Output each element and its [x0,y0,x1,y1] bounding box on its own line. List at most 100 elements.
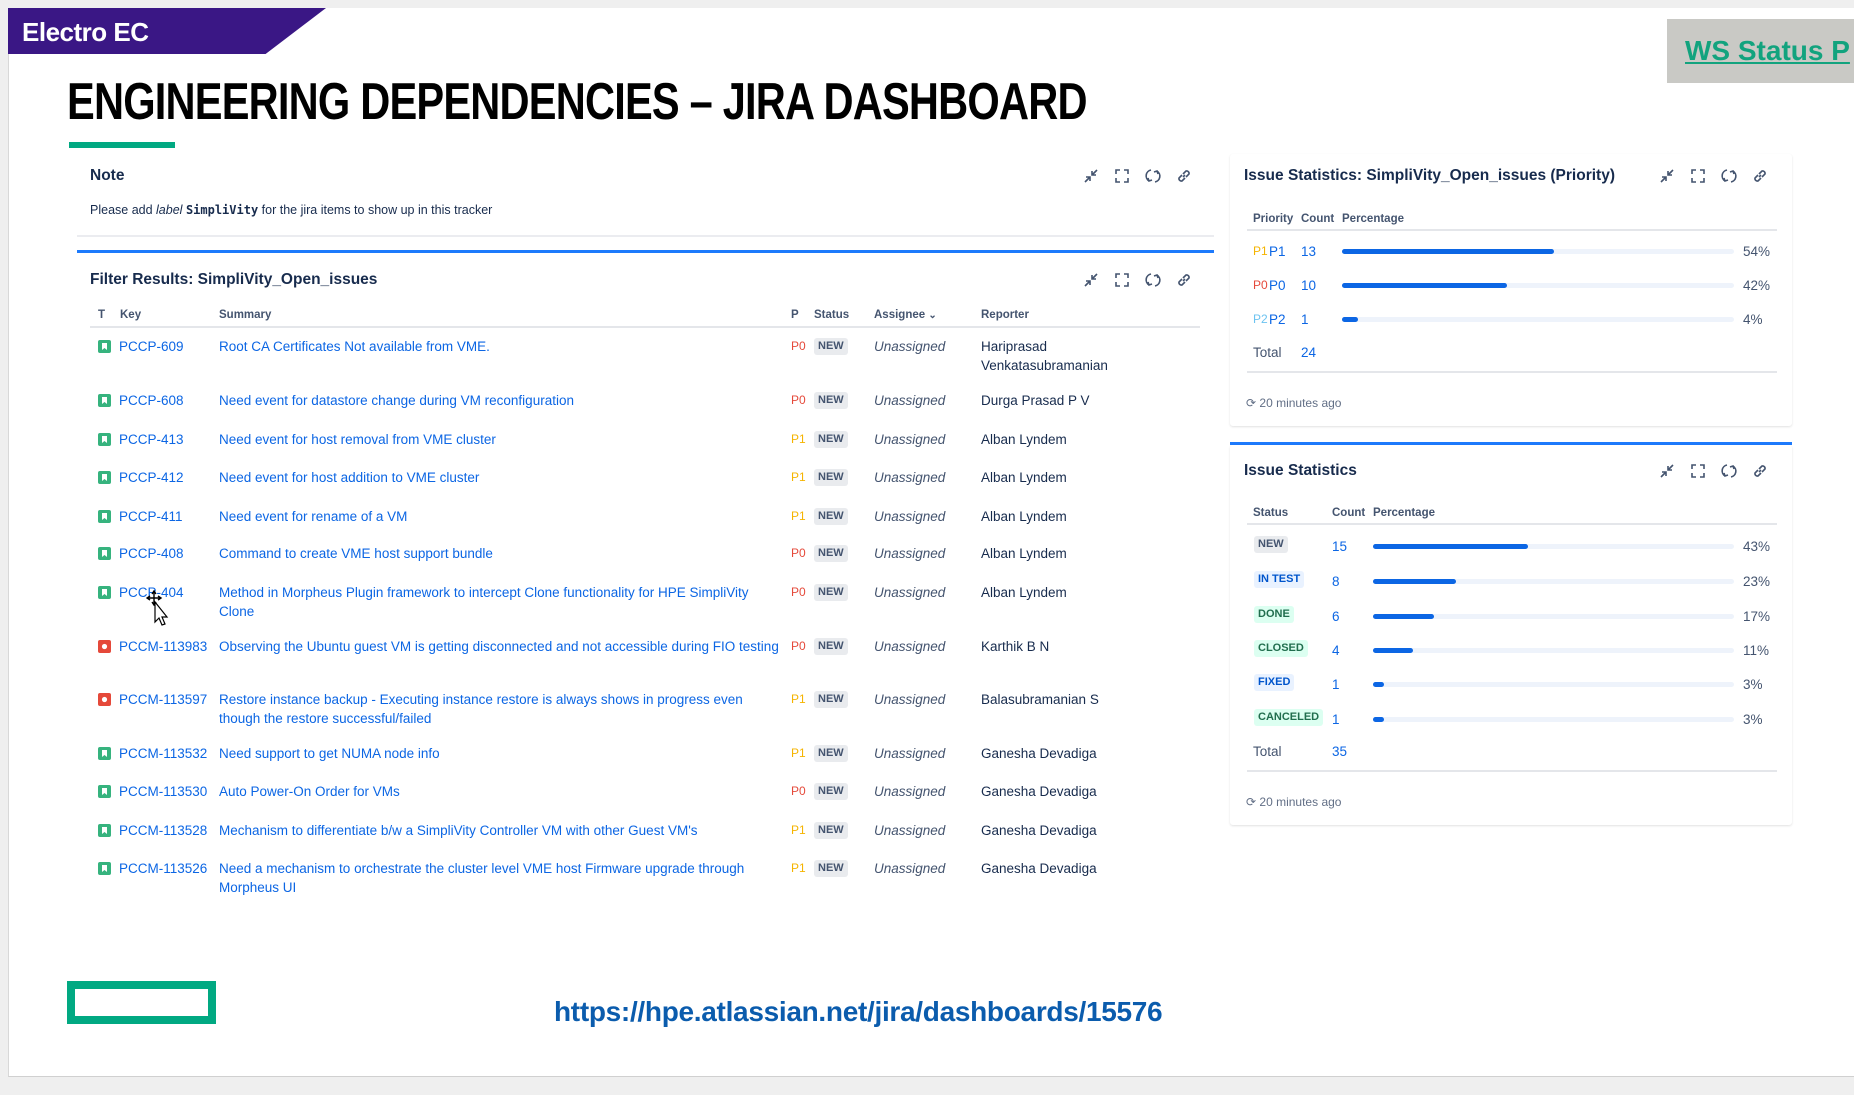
col-header-summary[interactable]: Summary [219,309,272,321]
priority-count-link[interactable]: 10 [1301,278,1317,293]
reporter: Ganesha Devadiga [981,746,1097,761]
issue-key-link[interactable]: PCCM-113532 [119,746,208,761]
priority-name-link[interactable]: P0 [1269,278,1286,293]
issue-summary-link[interactable]: Need a mechanism to orchestrate the clus… [219,861,745,895]
issue-summary-link[interactable]: Method in Morpheus Plugin framework to i… [219,585,749,619]
status-badge: NEW [814,783,848,800]
status-badge-link[interactable]: FIXED [1254,674,1295,691]
percentage-bar [1373,614,1734,619]
percentage-label: 3% [1743,677,1763,692]
link-icon[interactable] [1751,462,1769,480]
issue-key-link[interactable]: PCCP-609 [119,339,184,354]
status-count-link[interactable]: 1 [1332,677,1340,692]
link-icon[interactable] [1751,167,1769,185]
priority-count-link[interactable]: 13 [1301,244,1317,259]
expand-icon[interactable] [1689,167,1707,185]
header-underline [90,326,1200,328]
status-count-link[interactable]: 8 [1332,574,1340,589]
issue-key-link[interactable]: PCCP-411 [119,509,183,524]
priority-stats-title: Issue Statistics: SimpliVity_Open_issues… [1244,167,1615,184]
status-badge-link[interactable]: NEW [1254,536,1288,553]
ws-status-link-text[interactable]: WS Status P [1685,35,1850,66]
issue-summary-link[interactable]: Need event for rename of a VM [219,509,408,524]
ws-status-link[interactable]: WS Status P [1667,19,1854,83]
link-icon[interactable] [1175,271,1193,289]
reporter: Ganesha Devadiga [981,823,1097,838]
status-badge-link[interactable]: CLOSED [1254,640,1308,657]
refresh-icon[interactable] [1720,167,1738,185]
issue-key-link[interactable]: PCCP-412 [119,470,184,485]
slide-title: ENGINEERING DEPENDENCIES – JIRA DASHBOAR… [67,73,1087,131]
status-total-count[interactable]: 35 [1332,744,1348,759]
issue-key-link[interactable]: PCCM-113983 [119,639,208,654]
minimize-icon[interactable] [1658,167,1676,185]
col-header-type[interactable]: T [98,309,106,321]
priority-total-count[interactable]: 24 [1301,345,1317,360]
link-icon[interactable] [1175,167,1193,185]
issue-summary-link[interactable]: Need support to get NUMA node info [219,746,440,761]
issue-summary-link[interactable]: Need event for datastore change during V… [219,393,574,408]
assignee: Unassigned [874,509,946,524]
percentage-label: 4% [1743,312,1763,327]
table-row: PCCM-113532 Need support to get NUMA node… [90,744,1200,774]
issue-summary-link[interactable]: Auto Power-On Order for VMs [219,784,400,799]
col-header-key[interactable]: Key [120,309,142,321]
issue-summary-link[interactable]: Need event for host removal from VME clu… [219,432,496,447]
minimize-icon[interactable] [1082,271,1100,289]
issue-key-link[interactable]: PCCM-113597 [119,692,208,707]
issue-key-link[interactable]: PCCP-404 [119,585,184,600]
status-badge-link[interactable]: DONE [1254,606,1294,623]
assignee: Unassigned [874,692,946,707]
issue-key-link[interactable]: PCCM-113530 [119,784,208,799]
dashboard-url-link[interactable]: https://hpe.atlassian.net/jira/dashboard… [554,996,1163,1027]
table-row: PCCP-413 Need event for host removal from… [90,430,1200,460]
status-badge: NEW [814,691,848,708]
col-header-priority[interactable]: P [791,309,799,321]
minimize-icon[interactable] [1658,462,1676,480]
issue-summary-link[interactable]: Observing the Ubuntu guest VM is getting… [219,639,779,654]
issue-key-link[interactable]: PCCP-408 [119,546,184,561]
issue-summary-link[interactable]: Restore instance backup - Executing inst… [219,692,743,726]
mouse-cursor-icon [146,589,169,626]
col-header-reporter[interactable]: Reporter [981,309,1029,321]
assignee: Unassigned [874,784,946,799]
status-updated: ⟳ 20 minutes ago [1246,795,1341,809]
issue-summary-link[interactable]: Need event for host addition to VME clus… [219,470,480,485]
story-icon [98,340,111,353]
priority-stat-row: P2 P2 1 4% [1253,310,1773,330]
col-header-assignee[interactable]: Assignee ⌄ [874,309,937,321]
status-badge-link[interactable]: IN TEST [1254,571,1305,588]
expand-icon[interactable] [1689,462,1707,480]
priority-name-link[interactable]: P2 [1269,312,1286,327]
status-stat-row: CLOSED 4 11% [1253,640,1773,660]
issue-summary-link[interactable]: Root CA Certificates Not available from … [219,339,490,354]
status-count-link[interactable]: 6 [1332,609,1340,624]
issue-summary-link[interactable]: Command to create VME host support bundl… [219,546,493,561]
minimize-icon[interactable] [1082,167,1100,185]
refresh-icon[interactable] [1720,462,1738,480]
status-stats-gadget [1230,445,1792,825]
expand-icon[interactable] [1113,271,1131,289]
expand-icon[interactable] [1113,167,1131,185]
priority-label: P1 [791,509,806,523]
priority-count-link[interactable]: 1 [1301,312,1309,327]
issue-key-link[interactable]: PCCP-608 [119,393,184,408]
status-count-link[interactable]: 15 [1332,539,1348,554]
table-row: PCCP-608 Need event for datastore change … [90,391,1200,421]
issue-summary-link[interactable]: Mechanism to differentiate b/w a SimpliV… [219,823,698,838]
col-header-status[interactable]: Status [814,309,850,321]
issue-key-link[interactable]: PCCM-113528 [119,823,208,838]
issue-key-link[interactable]: PCCM-113526 [119,861,208,876]
refresh-icon[interactable] [1144,271,1162,289]
status-count-link[interactable]: 4 [1332,643,1340,658]
status-count-link[interactable]: 1 [1332,712,1340,727]
priority-name-link[interactable]: P1 [1269,244,1286,259]
table-row: PCCM-113530 Auto Power-On Order for VMs P0… [90,782,1200,812]
refresh-icon[interactable] [1144,167,1162,185]
issue-key-link[interactable]: PCCP-413 [119,432,184,447]
status-badge-link[interactable]: CANCELED [1254,709,1324,726]
status-stat-row: NEW 15 43% [1253,536,1773,556]
reporter: Alban Lyndem [981,509,1067,524]
priority-stat-row: P1 P1 13 54% [1253,242,1773,262]
status-stat-row: CANCELED 1 3% [1253,709,1773,729]
